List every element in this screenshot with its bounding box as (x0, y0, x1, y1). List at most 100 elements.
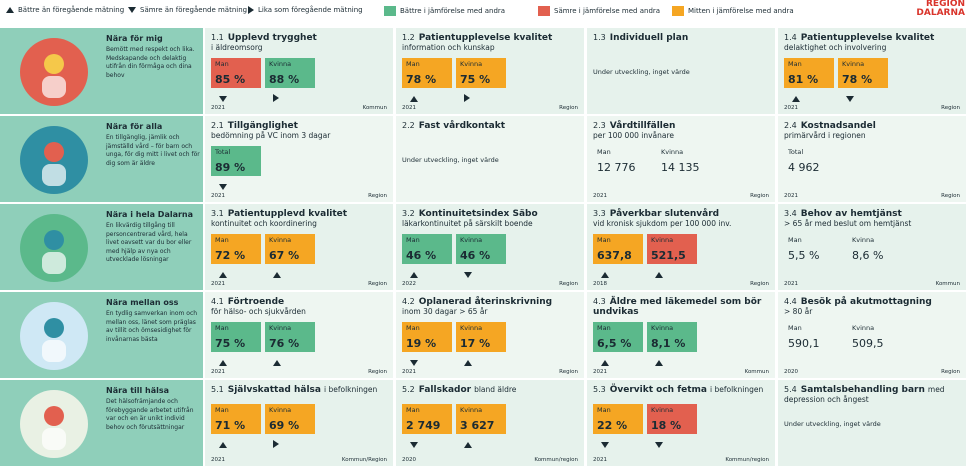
value-box: Kvinna 46 % (456, 234, 506, 278)
trend-arrow (219, 184, 227, 190)
card-subtitle: delaktighet och involvering (784, 43, 887, 52)
value-group: Man 6,5 % Kvinna 8,1 % (593, 322, 697, 366)
card-year: 2021 (402, 105, 416, 111)
card-note: Under utveckling, inget värde (593, 68, 690, 76)
card-source: Region (750, 281, 769, 287)
value-box: Kvinna 76 % (265, 322, 315, 366)
value-label: Total (788, 148, 804, 156)
card-title: Patientupplevelse kvalitet (418, 33, 553, 43)
card-number: 1.4 (784, 33, 797, 42)
value: 81 % (788, 73, 819, 86)
value-box: Kvinna 88 % (265, 58, 315, 102)
row: Nära för alla En tillgänglig, jämlik och … (0, 116, 969, 202)
value-label: Man (215, 406, 229, 414)
trend-arrow (792, 96, 800, 102)
trend-arrow (655, 442, 663, 448)
card-subtitle: med depression och ångest (784, 385, 945, 404)
card-title: Självskattad hälsa (227, 385, 321, 395)
value-label: Man (597, 148, 611, 156)
indicator-card: 1.1 Upplevd trygghet i äldreomsorg Man 85 % K… (205, 28, 393, 114)
trend-arrow (464, 94, 470, 102)
indicator-card: 1.3 Individuell plan Under utveckling, ing… (587, 28, 775, 114)
value-label: Kvinna (651, 406, 674, 414)
card-title: Vårdtillfällen (609, 121, 676, 131)
card-number: 5.4 (784, 385, 797, 394)
value-box: Kvinna 17 % (456, 322, 506, 366)
card-heading: 5.4 Samtalsbehandling barn med depression … (784, 385, 962, 405)
value: 88 % (269, 73, 300, 86)
logo: REGION DALARNA (916, 0, 965, 18)
card-heading: 4.2 Oplanerad återinskrivning inom 30 daga… (402, 297, 580, 317)
value-label: Man (406, 406, 420, 414)
card-year: 2021 (211, 193, 225, 199)
value-label: Kvinna (460, 406, 483, 414)
card-title: Samtalsbehandling barn (800, 385, 925, 395)
value-group: Total 89 % (211, 146, 261, 190)
card-source: Kommun/Region (341, 457, 387, 463)
card-number: 4.4 (784, 297, 797, 306)
legend-text: Lika som föregående mätning (258, 6, 363, 14)
row: Nära för mig Bemött med respekt och lika.… (0, 28, 969, 114)
card-note: Under utveckling, inget värde (784, 420, 881, 428)
trend-arrow (464, 272, 472, 278)
swatch (538, 6, 550, 16)
row: Nära mellan oss En tydlig samverkan inom … (0, 292, 969, 378)
card-year: 2018 (593, 281, 607, 287)
trend-arrow (655, 272, 663, 278)
value: 12 776 (597, 161, 636, 174)
value-group: Man 12 776 Kvinna 14 135 (593, 146, 717, 176)
theme-panel: Nära för alla En tillgänglig, jämlik och … (0, 116, 203, 202)
card-subtitle: bedömning på VC inom 3 dagar (211, 131, 331, 140)
legend-item: Bättre än föregående mätning (6, 6, 124, 14)
illustration-figure (44, 230, 64, 250)
value-group: Man 46 % Kvinna 46 % (402, 234, 506, 278)
value-label: Kvinna (269, 324, 292, 332)
card-source: Region (559, 281, 578, 287)
card-source: Kommun/region (725, 457, 769, 463)
value-group: Man 590,1 Kvinna 509,5 (784, 322, 908, 352)
card-year: 2021 (593, 193, 607, 199)
card-subtitle: i äldreomsorg (211, 43, 263, 52)
value-group: Man 72 % Kvinna 67 % (211, 234, 315, 278)
value: 75 % (215, 337, 246, 350)
legend-text: Mitten i jämförelse med andra (688, 7, 794, 15)
card-year: 2022 (402, 281, 416, 287)
value-box: Kvinna 14 135 (657, 146, 717, 176)
card-subtitle: för hälso- och sjukvården (211, 307, 306, 316)
value: 78 % (842, 73, 873, 86)
value: 67 % (269, 249, 300, 262)
card-heading: 2.1 Tillgänglighet bedömning på VC inom 3 … (211, 121, 389, 141)
indicator-card: 4.4 Besök på akutmottagning > 80 år Man 590,… (778, 292, 966, 378)
card-title: Äldre med läkemedel som bör undvikas (593, 297, 762, 317)
card-year: 2021 (593, 369, 607, 375)
card-number: 4.1 (211, 297, 224, 306)
card-heading: 2.2 Fast vårdkontakt (402, 121, 580, 131)
value-box: Man 75 % (211, 322, 261, 366)
illustration-figure (44, 142, 64, 162)
card-title: Individuell plan (609, 33, 689, 43)
indicator-card: 3.2 Kontinuitetsindex Säbo läkarkontinuite… (396, 204, 584, 290)
value-label: Kvinna (852, 236, 875, 244)
card-source: Region (559, 369, 578, 375)
trend-arrow (410, 96, 418, 102)
card-number: 3.1 (211, 209, 224, 218)
value: 71 % (215, 419, 246, 432)
row: Nära till hälsa Det hälsofrämjande och fö… (0, 380, 969, 466)
value-box: Kvinna 509,5 (848, 322, 908, 352)
card-heading: 4.3 Äldre med läkemedel som bör undvikas (593, 297, 771, 317)
value-group: Man 81 % Kvinna 78 % (784, 58, 888, 102)
trend-arrow (464, 442, 472, 448)
value-group: Man 78 % Kvinna 75 % (402, 58, 506, 102)
value-group: Man 22 % Kvinna 18 % (593, 404, 697, 448)
card-year: 2021 (784, 281, 798, 287)
card-number: 4.3 (593, 297, 606, 306)
card-title: Patientupplevd kvalitet (227, 209, 348, 219)
card-title: Behov av hemtjänst (800, 209, 902, 219)
card-year: 2021 (211, 281, 225, 287)
trend-arrow (601, 272, 609, 278)
swatch (672, 6, 684, 16)
value-box: Kvinna 8,1 % (647, 322, 697, 366)
card-year: 2020 (784, 369, 798, 375)
value-box: Man 72 % (211, 234, 261, 278)
illustration-body (42, 76, 66, 98)
